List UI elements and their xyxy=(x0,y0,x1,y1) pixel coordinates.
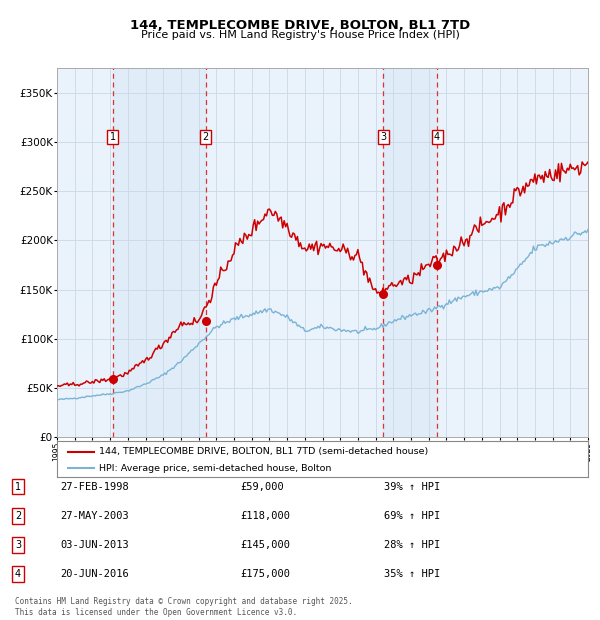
Text: 1: 1 xyxy=(15,482,21,492)
Text: 3: 3 xyxy=(380,132,386,142)
Text: 144, TEMPLECOMBE DRIVE, BOLTON, BL1 7TD: 144, TEMPLECOMBE DRIVE, BOLTON, BL1 7TD xyxy=(130,19,470,32)
Text: 69% ↑ HPI: 69% ↑ HPI xyxy=(384,511,440,521)
Text: 28% ↑ HPI: 28% ↑ HPI xyxy=(384,540,440,550)
Text: 4: 4 xyxy=(15,569,21,579)
Text: 144, TEMPLECOMBE DRIVE, BOLTON, BL1 7TD (semi-detached house): 144, TEMPLECOMBE DRIVE, BOLTON, BL1 7TD … xyxy=(100,447,429,456)
Text: £145,000: £145,000 xyxy=(240,540,290,550)
Bar xyxy=(383,68,437,437)
Text: 2: 2 xyxy=(15,511,21,521)
Bar xyxy=(113,68,206,437)
Text: 39% ↑ HPI: 39% ↑ HPI xyxy=(384,482,440,492)
Text: 27-MAY-2003: 27-MAY-2003 xyxy=(60,511,129,521)
Text: 3: 3 xyxy=(15,540,21,550)
Text: 03-JUN-2013: 03-JUN-2013 xyxy=(60,540,129,550)
Text: HPI: Average price, semi-detached house, Bolton: HPI: Average price, semi-detached house,… xyxy=(100,464,332,473)
Text: 4: 4 xyxy=(434,132,440,142)
Text: £175,000: £175,000 xyxy=(240,569,290,579)
Text: 35% ↑ HPI: 35% ↑ HPI xyxy=(384,569,440,579)
Text: Contains HM Land Registry data © Crown copyright and database right 2025.
This d: Contains HM Land Registry data © Crown c… xyxy=(15,598,353,617)
Text: £118,000: £118,000 xyxy=(240,511,290,521)
Text: 20-JUN-2016: 20-JUN-2016 xyxy=(60,569,129,579)
Text: £59,000: £59,000 xyxy=(240,482,284,492)
Text: 1: 1 xyxy=(110,132,116,142)
Text: 2: 2 xyxy=(203,132,209,142)
Text: Price paid vs. HM Land Registry's House Price Index (HPI): Price paid vs. HM Land Registry's House … xyxy=(140,30,460,40)
Text: 27-FEB-1998: 27-FEB-1998 xyxy=(60,482,129,492)
